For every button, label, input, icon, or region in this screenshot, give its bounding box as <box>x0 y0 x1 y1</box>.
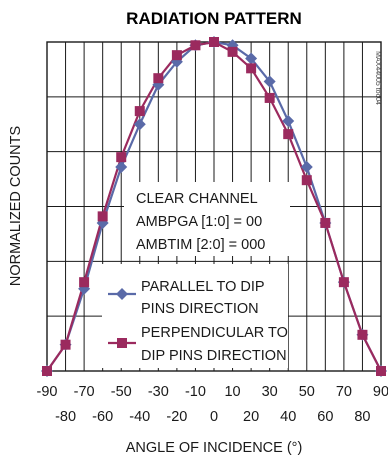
chart-title: RADIATION PATTERN <box>126 9 302 28</box>
x-tick-label: 80 <box>354 409 370 425</box>
annotation: CLEAR CHANNEL AMBPGA [1:0] = 00 AMBTIM [… <box>124 182 290 256</box>
x-tick-label: -70 <box>74 384 95 400</box>
data-point-perpendicular <box>357 329 368 340</box>
x-tick-label: -30 <box>148 384 169 400</box>
data-point-parallel <box>133 118 146 131</box>
legend-label: DIP PINS DIRECTION <box>141 348 287 364</box>
data-point-perpendicular <box>376 366 386 376</box>
data-point-perpendicular <box>79 277 90 288</box>
annotation-line: CLEAR CHANNEL <box>136 191 258 207</box>
x-axis-label: ANGLE OF INCIDENCE (°) <box>126 440 303 456</box>
x-tick-label: 90 <box>373 384 388 400</box>
x-tick-label: -60 <box>92 409 113 425</box>
data-point-perpendicular <box>116 152 127 163</box>
annotation-line: AMBTIM [2:0] = 000 <box>136 237 265 253</box>
data-point-perpendicular <box>190 40 201 51</box>
x-tick-label: 10 <box>224 384 240 400</box>
data-point-perpendicular <box>264 92 275 103</box>
series-layer <box>41 36 387 377</box>
data-point-perpendicular <box>42 366 52 376</box>
data-point-perpendicular <box>283 129 294 140</box>
x-tick-label: -20 <box>166 409 187 425</box>
legend: PARALLEL TO DIP PINS DIRECTION PERPENDIC… <box>102 264 288 368</box>
x-tick-label: 70 <box>336 384 352 400</box>
x-tick-label: -50 <box>111 384 132 400</box>
square-marker-icon <box>117 338 127 348</box>
data-point-perpendicular <box>134 106 145 117</box>
data-point-perpendicular <box>320 217 331 228</box>
x-tick-label: 50 <box>299 384 315 400</box>
x-tick-label: 60 <box>317 409 333 425</box>
data-point-parallel <box>282 114 295 127</box>
annotation-background <box>124 182 290 256</box>
data-point-parallel <box>263 75 276 88</box>
x-tick-label: -80 <box>55 409 76 425</box>
legend-entry-parallel: PARALLEL TO DIP PINS DIRECTION <box>108 279 265 317</box>
data-point-perpendicular <box>338 277 349 288</box>
x-tick-label: -10 <box>185 384 206 400</box>
x-tick-label: -40 <box>129 409 150 425</box>
data-point-perpendicular <box>227 46 238 57</box>
data-point-parallel <box>115 161 128 174</box>
x-tick-label: 0 <box>210 409 218 425</box>
data-point-parallel <box>245 52 258 65</box>
x-tick-label: 40 <box>280 409 296 425</box>
legend-entry-perpendicular: PERPENDICULAR TO DIP PINS DIRECTION <box>108 325 288 364</box>
x-tick-label: 20 <box>243 409 259 425</box>
data-point-perpendicular <box>97 211 108 222</box>
data-point-perpendicular <box>171 50 182 61</box>
annotation-line: AMBPGA [1:0] = 00 <box>136 214 262 230</box>
diamond-marker-icon <box>116 288 128 300</box>
data-point-perpendicular <box>153 73 164 84</box>
data-point-perpendicular <box>301 175 312 186</box>
x-tick-label: -90 <box>37 384 58 400</box>
x-tick-labels: -90 -70 -50 -30 -10 10 30 50 70 90 -80 -60 -40 -20 0 20… <box>37 384 388 425</box>
legend-label: PARALLEL TO DIP <box>141 279 265 295</box>
legend-label: PINS DIRECTION <box>141 301 259 317</box>
legend-label: PERPENDICULAR TO <box>141 325 288 341</box>
y-axis-label: NORMALIZED COUNTS <box>8 126 24 286</box>
data-point-perpendicular <box>60 339 71 350</box>
data-point-perpendicular <box>209 37 219 47</box>
data-point-perpendicular <box>246 63 257 74</box>
data-point-parallel <box>300 161 313 174</box>
x-tick-label: 30 <box>262 384 278 400</box>
watermark: MAX44005 toc04 <box>374 51 381 105</box>
legend-background <box>102 264 288 368</box>
